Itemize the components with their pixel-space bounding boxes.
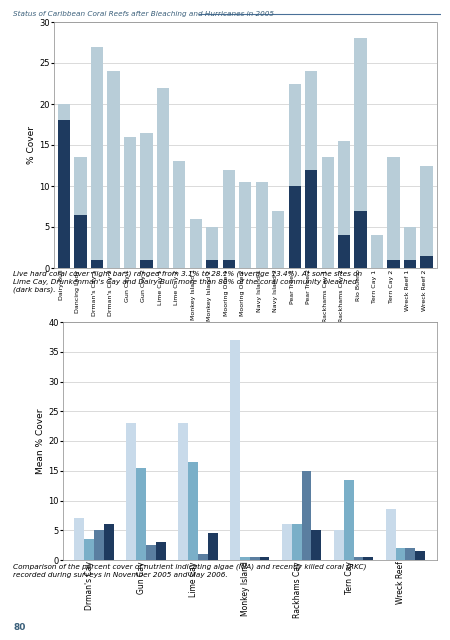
Bar [188, 462, 198, 560]
Text: Status of Caribbean Coral Reefs after Bleaching and Hurricanes in 2005: Status of Caribbean Coral Reefs after Bl… [14, 10, 274, 17]
Bar [371, 235, 383, 268]
Bar [239, 182, 252, 268]
Y-axis label: % Cover: % Cover [27, 126, 36, 164]
Bar [386, 509, 396, 560]
Bar [136, 468, 146, 560]
Bar [157, 88, 169, 268]
Bar [260, 557, 270, 560]
Bar [404, 227, 416, 268]
Bar [415, 551, 425, 560]
Bar [355, 211, 367, 268]
Bar [74, 157, 86, 268]
Bar [272, 211, 284, 268]
Bar [405, 548, 415, 560]
Bar [178, 423, 188, 560]
Y-axis label: Mean % Cover: Mean % Cover [36, 408, 45, 474]
Bar [156, 542, 166, 560]
Bar [344, 479, 354, 560]
Bar [404, 260, 416, 268]
Bar [363, 557, 373, 560]
Bar [387, 260, 400, 268]
Bar [420, 166, 433, 268]
Bar [354, 557, 363, 560]
Bar [140, 132, 153, 268]
Bar [206, 260, 218, 268]
Bar [223, 260, 235, 268]
Bar [396, 548, 405, 560]
Bar [420, 256, 433, 268]
Bar [230, 340, 240, 560]
Bar [282, 524, 292, 560]
Bar [91, 260, 103, 268]
Text: 80: 80 [14, 623, 26, 632]
Bar [58, 120, 70, 268]
Bar [311, 531, 321, 560]
Bar [387, 157, 400, 268]
Text: Live hard coral cover (light bars) ranged from 3.1% to 28.1% (average 13.4%). At: Live hard coral cover (light bars) range… [14, 270, 362, 293]
Bar [288, 83, 301, 268]
Bar [250, 557, 260, 560]
Bar [58, 104, 70, 268]
Bar [321, 157, 334, 268]
Bar [124, 137, 136, 268]
Bar [107, 71, 120, 268]
Bar [338, 141, 351, 268]
Bar [126, 423, 136, 560]
Bar [74, 518, 84, 560]
Bar [94, 531, 104, 560]
Legend: % Cover of Hard Coral, % Cover of Bleached Coral: % Cover of Hard Coral, % Cover of Bleach… [121, 415, 370, 431]
Bar [240, 557, 250, 560]
Bar [84, 539, 94, 560]
Bar [206, 227, 218, 268]
Bar [198, 554, 208, 560]
Text: Comparison of the percent cover of nutrient indicating algae (NIA) and recently : Comparison of the percent cover of nutri… [14, 563, 367, 578]
Bar [140, 260, 153, 268]
Bar [334, 531, 344, 560]
Bar [223, 170, 235, 268]
Bar [305, 71, 317, 268]
Bar [189, 219, 202, 268]
Bar [288, 186, 301, 268]
Bar [338, 235, 351, 268]
Bar [74, 214, 86, 268]
Bar [256, 182, 268, 268]
Bar [104, 524, 114, 560]
Bar [91, 47, 103, 268]
X-axis label: Site: Site [234, 361, 256, 371]
Bar [355, 38, 367, 268]
Bar [292, 524, 302, 560]
Bar [302, 471, 311, 560]
Bar [305, 170, 317, 268]
Bar [208, 533, 218, 560]
Bar [146, 545, 156, 560]
Bar [173, 161, 185, 268]
